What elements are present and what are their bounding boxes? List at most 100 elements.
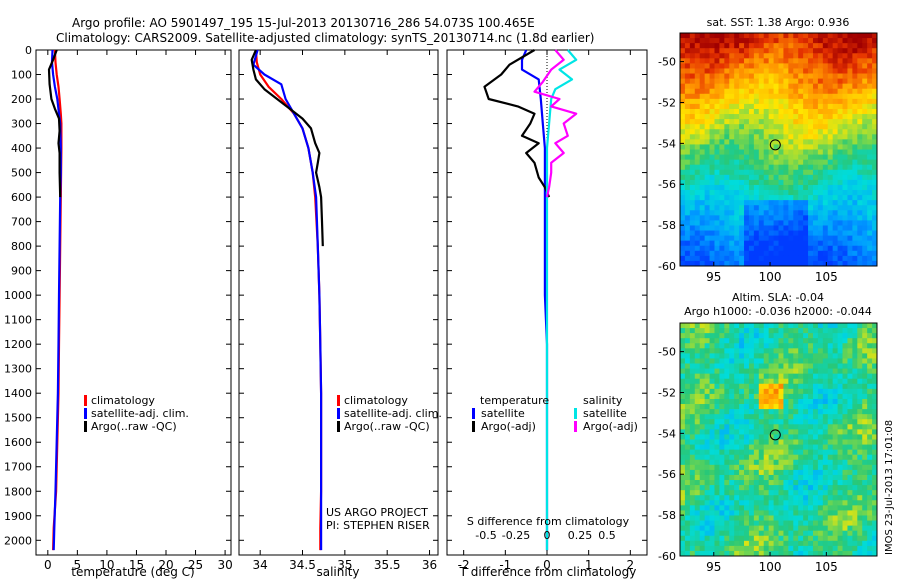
heatmap-cell: [793, 500, 799, 506]
heatmap-cell: [694, 388, 701, 395]
heatmap-cell: [689, 515, 696, 521]
heatmap-cell: [803, 154, 809, 161]
heatmap-cell: [808, 444, 814, 451]
heatmap-cell: [734, 114, 740, 120]
heatmap-cell: [862, 103, 868, 110]
heatmap-cell: [817, 454, 824, 461]
heatmap-cell: [758, 535, 765, 542]
heatmap-cell: [827, 215, 834, 221]
heatmap-cell: [704, 48, 710, 54]
heatmap-cell: [872, 119, 877, 125]
difference-lines: [447, 49, 647, 555]
heatmap-cell: [768, 464, 774, 471]
heatmap-cell: [803, 174, 809, 181]
heatmap-cell: [744, 108, 750, 115]
heatmap-cell: [817, 68, 824, 74]
heatmap-cell: [748, 38, 755, 44]
heatmap-cell: [753, 38, 760, 44]
heatmap-cell: [748, 348, 755, 354]
heatmap-cell: [847, 139, 853, 145]
heatmap-cell: [758, 114, 765, 120]
heatmap-cell: [837, 73, 843, 79]
heatmap-cell: [842, 373, 848, 380]
heatmap-cell: [739, 333, 745, 339]
heatmap-cell: [852, 419, 858, 425]
heatmap-cell: [812, 174, 819, 181]
heatmap-cell: [862, 525, 868, 532]
heatmap-cell: [798, 149, 804, 155]
heatmap-cell: [719, 169, 725, 176]
heatmap-cell: [763, 444, 770, 451]
heatmap-cell: [689, 550, 696, 556]
heatmap-cell: [729, 179, 735, 186]
heatmap-cell: [832, 58, 838, 64]
heatmap-cell: [724, 520, 730, 527]
heatmap-cell: [714, 505, 720, 511]
heatmap-cell: [684, 255, 691, 262]
heatmap-cell: [778, 134, 784, 140]
heatmap-cell: [729, 383, 735, 390]
heatmap-cell: [689, 505, 696, 511]
heatmap-cell: [827, 485, 834, 491]
heatmap-cell: [872, 260, 877, 266]
heatmap-cell: [773, 169, 779, 176]
heatmap-cell: [768, 220, 774, 226]
heatmap-cell: [827, 129, 834, 135]
heatmap-cell: [857, 368, 863, 375]
heatmap-cell: [852, 169, 858, 176]
heatmap-cell: [734, 134, 740, 140]
temperature-xlabel: temperature (deg C): [71, 565, 194, 579]
heatmap-cell: [812, 88, 819, 95]
heatmap-cell: [748, 159, 755, 166]
heatmap-cell: [729, 88, 735, 95]
heatmap-cell: [724, 368, 730, 375]
heatmap-cell: [763, 129, 770, 135]
heatmap-cell: [867, 333, 873, 339]
heatmap-cell: [788, 195, 794, 201]
heatmap-cell: [744, 58, 750, 64]
x-tick-label: 2: [627, 558, 635, 572]
heatmap-cell: [788, 414, 794, 420]
heatmap-cell: [852, 545, 858, 552]
heatmap-cell: [803, 83, 809, 90]
heatmap-cell: [684, 48, 691, 54]
heatmap-cell: [857, 184, 863, 191]
heatmap-cell: [798, 434, 804, 440]
heatmap-cell: [714, 38, 720, 44]
heatmap-cell: [753, 43, 760, 49]
heatmap-cell: [872, 245, 877, 252]
heatmap-cell: [719, 124, 725, 130]
heatmap-cell: [744, 114, 750, 120]
heatmap-cell: [694, 500, 701, 506]
heatmap-cell: [852, 454, 858, 461]
heatmap-cell: [709, 164, 715, 171]
heatmap-cell: [748, 500, 755, 506]
heatmap-cell: [719, 429, 725, 435]
heatmap-cell: [857, 144, 863, 150]
heatmap-cell: [842, 323, 848, 329]
heatmap-cell: [748, 368, 755, 375]
heatmap-cell: [798, 530, 804, 537]
heatmap-cell: [793, 174, 799, 181]
series-line-1: [483, 49, 551, 198]
heatmap-cell: [689, 404, 696, 410]
heatmap-cell: [867, 119, 873, 125]
heatmap-cell: [847, 510, 853, 516]
heatmap-cell: [753, 464, 760, 471]
heatmap-cell: [842, 139, 848, 145]
heatmap-cell: [729, 225, 735, 231]
heatmap-cell: [803, 368, 809, 375]
heatmap-cell: [773, 93, 779, 100]
heatmap-cell: [778, 343, 784, 349]
heatmap-cell: [867, 215, 873, 221]
heatmap-cell: [817, 73, 824, 79]
heatmap-cell: [704, 53, 710, 59]
heatmap-cell: [872, 510, 877, 516]
heatmap-cell: [773, 235, 779, 242]
heatmap-cell: [842, 215, 848, 221]
heatmap-cell: [699, 409, 706, 415]
heatmap-cell: [680, 393, 686, 400]
heatmap-cell: [699, 250, 706, 257]
heatmap-cell: [773, 409, 779, 415]
heatmap-cell: [862, 353, 868, 359]
